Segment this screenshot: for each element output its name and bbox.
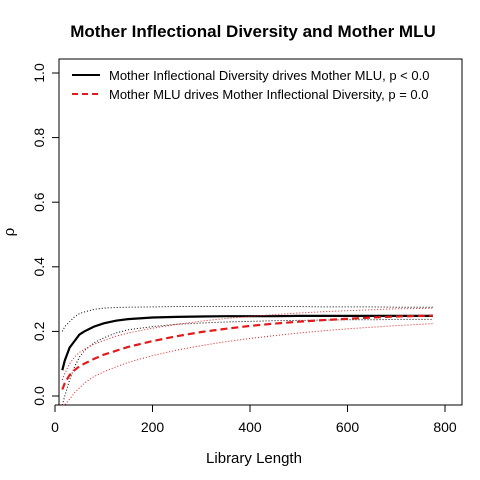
legend: Mother Inflectional Diversity drives Mot… bbox=[72, 68, 429, 102]
y-tick-label: 0.0 bbox=[31, 386, 47, 406]
plot-frame bbox=[58, 58, 463, 406]
legend-entry-2: Mother MLU drives Mother Inflectional Di… bbox=[109, 87, 428, 102]
y-tick-label: 0.2 bbox=[31, 321, 47, 341]
series-1-lower-bound bbox=[61, 318, 433, 406]
x-tick-label: 200 bbox=[141, 419, 165, 435]
chart-title: Mother Inflectional Diversity and Mother… bbox=[70, 22, 436, 41]
x-tick-label: 600 bbox=[336, 419, 360, 435]
y-axis: 0.0 0.2 0.4 0.6 0.8 1.0 bbox=[31, 63, 60, 406]
y-tick-label: 0.8 bbox=[31, 128, 47, 148]
x-tick-label: 0 bbox=[51, 419, 59, 435]
x-axis: 0 200 400 600 800 bbox=[51, 404, 457, 435]
series-1-line bbox=[61, 314, 433, 371]
x-axis-label: Library Length bbox=[206, 450, 302, 467]
series-2-line bbox=[61, 314, 433, 390]
y-tick-label: 0.4 bbox=[31, 257, 47, 277]
y-tick-label: 1.0 bbox=[31, 63, 47, 83]
series-layer bbox=[61, 306, 433, 406]
y-tick-label: 0.6 bbox=[31, 192, 47, 212]
x-tick-label: 800 bbox=[433, 419, 457, 435]
y-axis-label: ρ bbox=[0, 227, 18, 236]
series-2-upper-bound bbox=[61, 307, 433, 381]
series-2-lower-bound bbox=[62, 323, 433, 406]
series-1-upper-bound bbox=[61, 306, 433, 332]
x-tick-label: 400 bbox=[238, 419, 262, 435]
legend-entry-1: Mother Inflectional Diversity drives Mot… bbox=[109, 68, 429, 83]
